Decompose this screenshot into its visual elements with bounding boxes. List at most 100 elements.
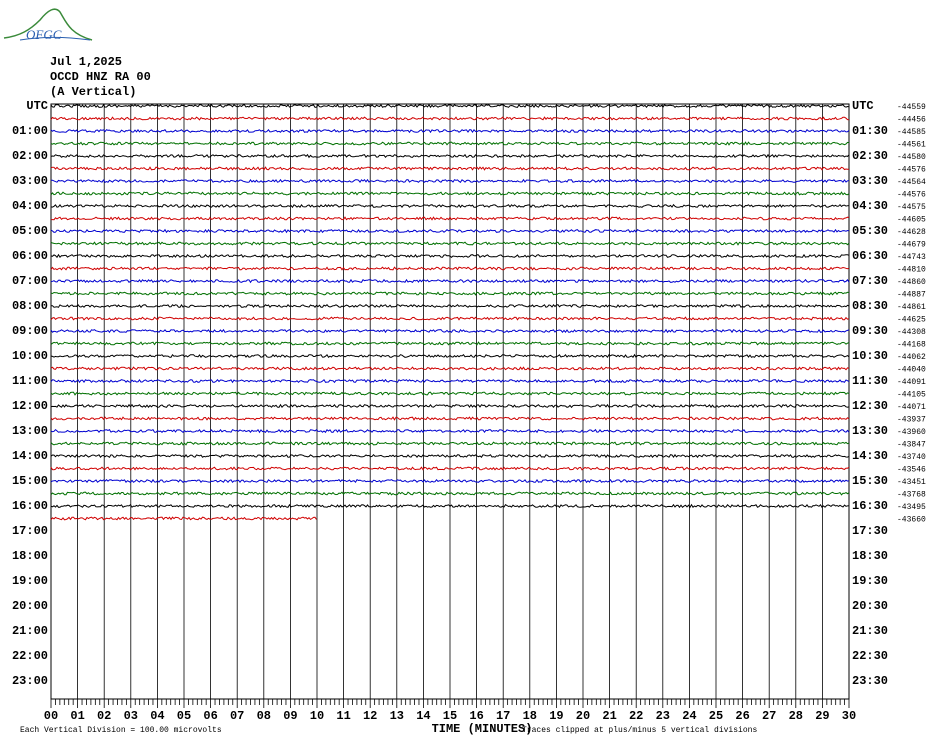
component: (A Vertical) <box>50 85 136 99</box>
x-tick-label: 29 <box>815 709 829 723</box>
trace-offset: -44564 <box>897 178 926 187</box>
x-tick-label: 01 <box>70 709 84 723</box>
time-label: 23:00 <box>12 674 48 688</box>
trace-offset: -44576 <box>897 191 926 200</box>
time-label: 16:30 <box>852 499 888 513</box>
x-tick-label: 16 <box>469 709 483 723</box>
trace <box>50 366 850 371</box>
trace-offset: -44860 <box>897 278 926 287</box>
time-label: 03:30 <box>852 174 888 188</box>
trace-offset: -44743 <box>897 253 926 262</box>
time-label: 19:00 <box>12 574 48 588</box>
x-tick-label: 15 <box>443 709 457 723</box>
x-tick-label: 12 <box>363 709 377 723</box>
time-label: 12:00 <box>12 399 48 413</box>
time-label: 10:30 <box>852 349 888 363</box>
trace-offset: -44561 <box>897 141 926 150</box>
time-label: 18:00 <box>12 549 48 563</box>
trace <box>50 153 850 159</box>
time-label: 10:00 <box>12 349 48 363</box>
trace <box>50 291 850 296</box>
trace <box>51 216 850 221</box>
x-tick-label: 20 <box>576 709 590 723</box>
trace-offset: -44810 <box>897 266 926 275</box>
trace <box>50 428 850 434</box>
trace <box>50 391 850 396</box>
trace <box>50 491 850 496</box>
trace-offset: -44580 <box>897 153 926 162</box>
trace-offset: -44308 <box>897 328 926 337</box>
time-label: 13:30 <box>852 424 888 438</box>
time-label: 19:30 <box>852 574 888 588</box>
x-tick-label: 26 <box>735 709 749 723</box>
time-label: 09:30 <box>852 324 888 338</box>
trace <box>50 453 850 459</box>
x-tick-label: 25 <box>709 709 723 723</box>
scale-note: Each Vertical Division = 100.00 microvol… <box>20 726 222 735</box>
trace <box>50 353 850 359</box>
x-tick-label: 08 <box>257 709 271 723</box>
x-tick-label: 21 <box>602 709 616 723</box>
time-label: 02:30 <box>852 149 888 163</box>
logo-underline <box>19 36 91 41</box>
time-label: 04:00 <box>12 199 48 213</box>
trace <box>50 478 850 484</box>
clip-note: Traces clipped at plus/minus 5 vertical … <box>522 726 757 735</box>
trace-offset: -43740 <box>897 453 926 462</box>
trace <box>50 516 317 521</box>
trace <box>51 303 850 309</box>
trace-offset: -44456 <box>897 116 926 125</box>
x-tick-label: 07 <box>230 709 244 723</box>
trace <box>50 253 850 259</box>
trace <box>50 403 850 409</box>
x-tick-label: 11 <box>336 709 350 723</box>
trace-offset: -44071 <box>897 403 926 412</box>
time-label: 05:00 <box>12 224 48 238</box>
x-tick-label: 02 <box>97 709 111 723</box>
trace <box>50 241 850 246</box>
time-label: 08:30 <box>852 299 888 313</box>
x-tick-label: 23 <box>656 709 670 723</box>
time-label: 22:00 <box>12 649 48 663</box>
time-label: 17:00 <box>12 524 48 538</box>
time-label: 07:00 <box>12 274 48 288</box>
time-label: 17:30 <box>852 524 888 538</box>
trace-offset: -44679 <box>897 241 926 250</box>
trace <box>50 503 850 509</box>
time-label: 06:00 <box>12 249 48 263</box>
trace-offset: -44605 <box>897 216 926 225</box>
x-tick-label: 18 <box>523 709 537 723</box>
time-label: 15:00 <box>12 474 48 488</box>
time-label: 22:30 <box>852 649 888 663</box>
trace <box>50 441 850 446</box>
time-label: 14:30 <box>852 449 888 463</box>
trace <box>50 416 850 421</box>
time-label: 05:30 <box>852 224 888 238</box>
x-tick-label: 04 <box>150 709 164 723</box>
trace <box>50 191 850 196</box>
time-label: UTC <box>26 99 48 113</box>
x-tick-label: 22 <box>629 709 643 723</box>
trace-offset: -44062 <box>897 353 926 362</box>
x-tick-label: 09 <box>283 709 297 723</box>
trace <box>50 103 850 109</box>
time-label: 04:30 <box>852 199 888 213</box>
trace <box>51 178 850 184</box>
time-label: 03:00 <box>12 174 48 188</box>
x-tick-label: 03 <box>124 709 138 723</box>
trace-offset: -43451 <box>897 478 926 487</box>
trace-offset: -44861 <box>897 303 926 312</box>
trace-offset: -44091 <box>897 378 926 387</box>
x-tick-label: 13 <box>390 709 404 723</box>
x-tick-label: 06 <box>203 709 217 723</box>
time-label: 01:30 <box>852 124 888 138</box>
time-label: 23:30 <box>852 674 888 688</box>
x-tick-label: 05 <box>177 709 191 723</box>
x-tick-label: 27 <box>762 709 776 723</box>
trace-offset: -43546 <box>897 466 926 475</box>
trace <box>50 128 850 134</box>
trace <box>50 166 850 171</box>
trace <box>50 228 850 234</box>
trace <box>50 316 850 321</box>
trace-offset: -44168 <box>897 341 926 350</box>
